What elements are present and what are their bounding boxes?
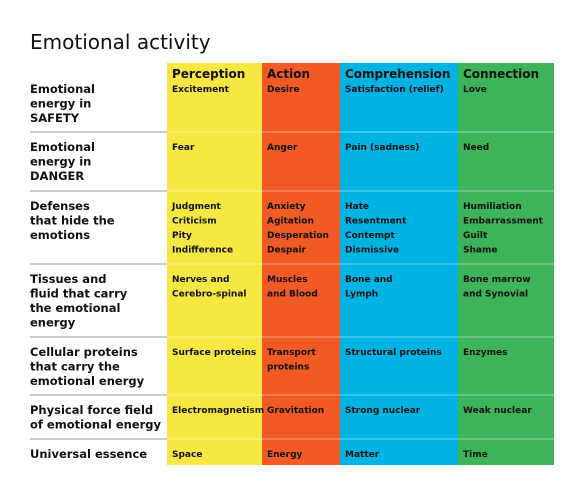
cell-text: Humiliation bbox=[463, 202, 522, 212]
cell-text: and Synovial bbox=[463, 290, 528, 300]
row-label: energy in bbox=[30, 97, 91, 111]
cell-text: Indifference bbox=[172, 246, 233, 256]
row-label: Tissues and bbox=[30, 272, 107, 286]
column-bg bbox=[167, 63, 262, 465]
row-label: fluid that carry bbox=[30, 287, 128, 301]
cell-text: Matter bbox=[345, 450, 380, 460]
row-label: DANGER bbox=[30, 169, 84, 183]
row-label: energy bbox=[30, 316, 76, 330]
row-label: Emotional bbox=[30, 82, 95, 96]
column-bg bbox=[458, 63, 554, 465]
cell-text: Guilt bbox=[463, 231, 488, 241]
title: Emotional activity bbox=[30, 30, 211, 54]
cell-text: Structural proteins bbox=[345, 348, 442, 358]
cell-text: Gravitation bbox=[267, 406, 324, 416]
row-label: SAFETY bbox=[30, 111, 80, 125]
row-label: Cellular proteins bbox=[30, 345, 138, 359]
column-header: Action bbox=[267, 67, 310, 81]
cell-text: Resentment bbox=[345, 217, 407, 227]
cell-text: Criticism bbox=[172, 217, 217, 227]
cell-text: Agitation bbox=[267, 217, 314, 227]
cell-text: Satisfaction (relief) bbox=[345, 85, 444, 95]
cell-text: Pain (sadness) bbox=[345, 143, 419, 153]
cell-text: and Blood bbox=[267, 290, 318, 300]
cell-text: Excitement bbox=[172, 85, 230, 95]
cell-text: Dismissive bbox=[345, 246, 399, 256]
cell-text: Embarrassment bbox=[463, 217, 544, 227]
cell-text: Need bbox=[463, 143, 489, 153]
cell-text: Electromagnetism bbox=[172, 406, 264, 416]
cell-text: Desire bbox=[267, 85, 300, 95]
row-label: of emotional energy bbox=[30, 418, 162, 432]
cell-text: Fear bbox=[172, 143, 195, 153]
cell-text: Muscles bbox=[267, 275, 308, 285]
column-bg bbox=[340, 63, 458, 465]
cell-text: Bone marrow bbox=[463, 275, 531, 285]
cell-text: Judgment bbox=[171, 202, 222, 212]
column-header: Perception bbox=[172, 67, 245, 81]
cell-text: Enzymes bbox=[463, 348, 508, 358]
cell-text: Nerves and bbox=[172, 275, 229, 285]
cell-text: Desperation bbox=[267, 231, 329, 241]
cell-text: Transport bbox=[267, 348, 316, 358]
cell-text: Anxiety bbox=[267, 202, 306, 212]
row-label: that carry the bbox=[30, 360, 120, 374]
cell-text: Strong nuclear bbox=[345, 406, 421, 416]
cell-text: Space bbox=[172, 450, 202, 460]
cell-text: Energy bbox=[267, 450, 303, 460]
row-label: Defenses bbox=[30, 199, 90, 213]
row-label: energy in bbox=[30, 155, 91, 169]
row-label: the emotional bbox=[30, 301, 120, 315]
row-label: Emotional bbox=[30, 140, 95, 154]
cell-text: Weak nuclear bbox=[463, 406, 532, 416]
row-label: emotions bbox=[30, 228, 90, 242]
cell-text: Pity bbox=[172, 231, 192, 241]
cell-text: Time bbox=[463, 450, 488, 460]
cell-text: Anger bbox=[267, 143, 298, 153]
row-label: that hide the bbox=[30, 214, 115, 228]
cell-text: Surface proteins bbox=[172, 348, 256, 358]
cell-text: Shame bbox=[463, 246, 497, 256]
cell-text: proteins bbox=[267, 363, 309, 373]
cell-text: Despair bbox=[267, 246, 307, 256]
column-header: Connection bbox=[463, 67, 539, 81]
cell-text: Cerebro-spinal bbox=[172, 290, 247, 300]
cell-text: Contempt bbox=[345, 231, 395, 241]
row-label: emotional energy bbox=[30, 374, 145, 388]
row-label: Universal essence bbox=[30, 447, 147, 461]
row-label: Physical force field bbox=[30, 403, 153, 417]
cell-text: Lymph bbox=[345, 290, 378, 300]
column-header: Comprehension bbox=[345, 67, 450, 81]
cell-text: Bone and bbox=[345, 275, 393, 285]
column-bg bbox=[262, 63, 340, 465]
cell-text: Hate bbox=[345, 202, 369, 212]
cell-text: Love bbox=[463, 85, 487, 95]
